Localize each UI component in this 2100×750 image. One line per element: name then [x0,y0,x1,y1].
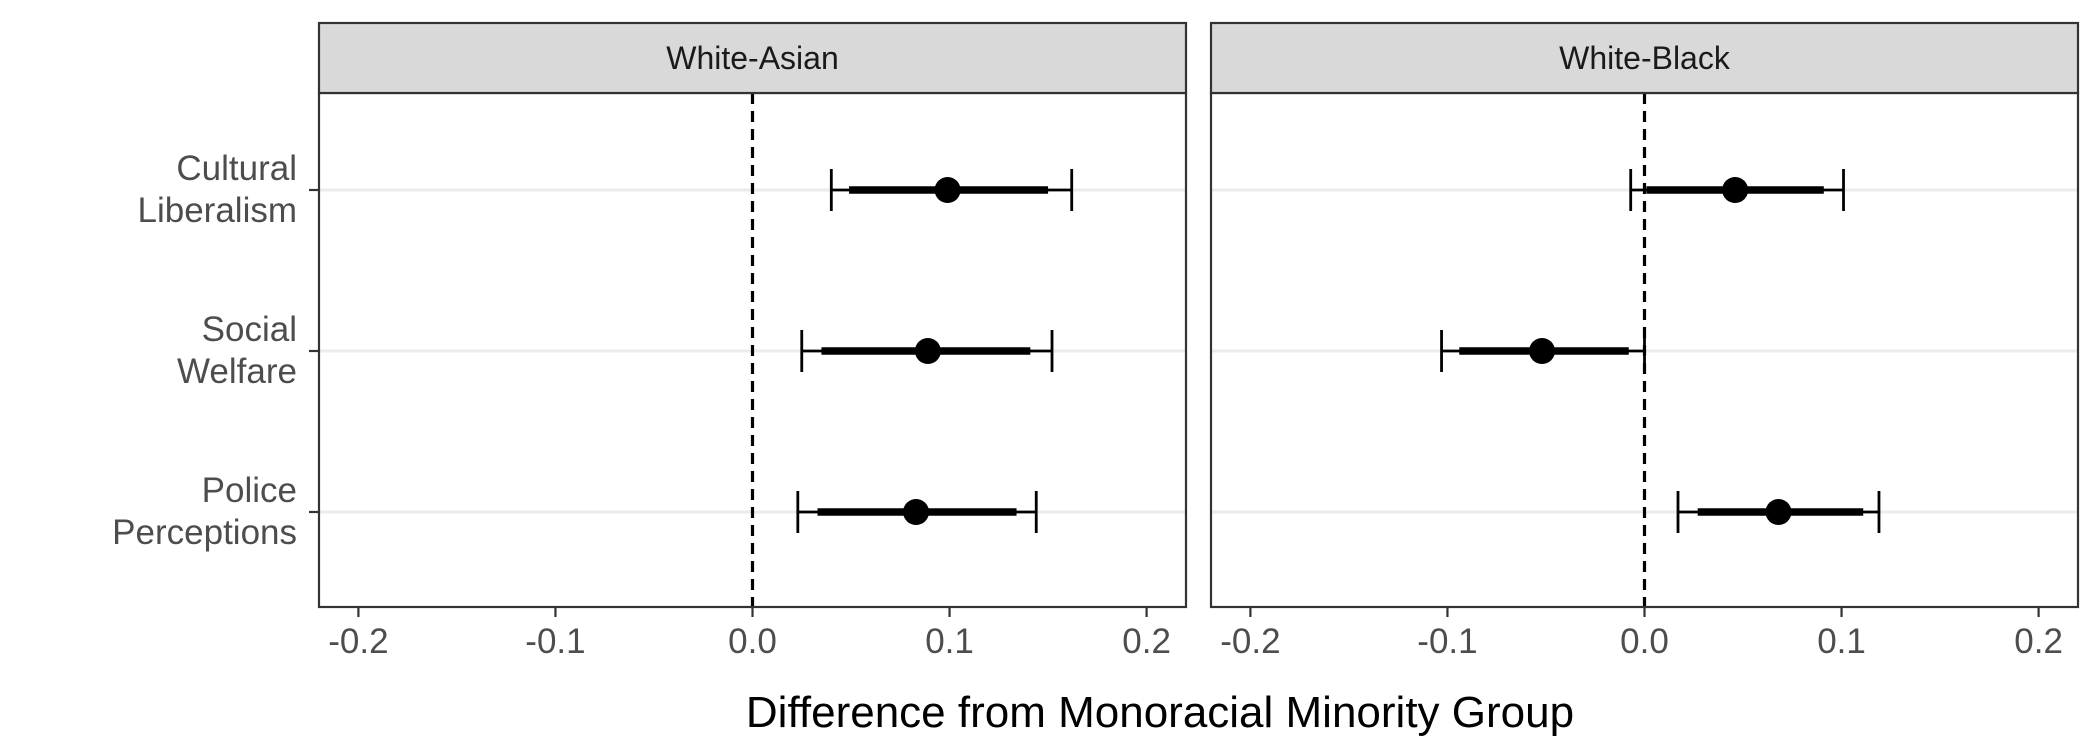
estimate-marker [829,169,1074,211]
x-tick-label: 0.2 [2014,622,2063,661]
facet-title: White-Asian [666,40,839,76]
y-category-label-line: Welfare [177,352,297,391]
y-category-label-line: Perceptions [112,513,297,552]
x-tick-label: -0.1 [1417,622,1477,661]
y-category-label: Social Welfare [177,310,297,391]
x-tick-label: 0.1 [1817,622,1866,661]
y-category-label-line: Liberalism [138,191,298,230]
x-tick-label: -0.2 [1220,622,1280,661]
x-tick-label: 0.1 [925,622,974,661]
y-category-label-line: Cultural [176,149,297,188]
estimate-marker [796,491,1038,533]
facet-panel: White-Asian -0.2 -0.1 0.0 0.1 0.2 [317,21,1188,661]
estimate-marker [1440,330,1646,372]
estimate-marker [800,330,1054,372]
point-estimate [903,499,930,525]
facet-strip [1209,21,2080,95]
point-estimate [1529,338,1556,364]
facet-panel: White-Black -0.2 -0.1 0.0 0.1 0.2 [1209,21,2080,661]
x-tick-label: -0.2 [328,622,388,661]
x-tick-label: 0.0 [728,622,777,661]
y-category-label: Police Perceptions [112,471,297,552]
facet-strip [317,21,1188,95]
point-estimate [934,177,961,203]
estimate-marker [1676,491,1881,533]
facet-title: White-Black [1559,40,1731,76]
y-category-label: Cultural Liberalism [138,149,298,230]
x-tick-label: 0.2 [1122,622,1171,661]
point-estimate [1722,177,1749,203]
x-tick-label: 0.0 [1620,622,1669,661]
facet-panels: White-Asian -0.2 -0.1 0.0 0.1 0.2 White-Black -… [317,21,2080,661]
estimate-marker [1629,169,1845,211]
point-estimate [914,338,941,364]
x-tick-label: -0.1 [525,622,585,661]
point-estimate [1765,499,1792,525]
y-category-label-line: Police [202,471,297,510]
x-axis-title: Difference from Monoracial Minority Grou… [746,688,1574,737]
y-category-label-line: Social [202,310,297,349]
y-axis-labels: Cultural Liberalism Social Welfare Police Per… [112,149,319,552]
